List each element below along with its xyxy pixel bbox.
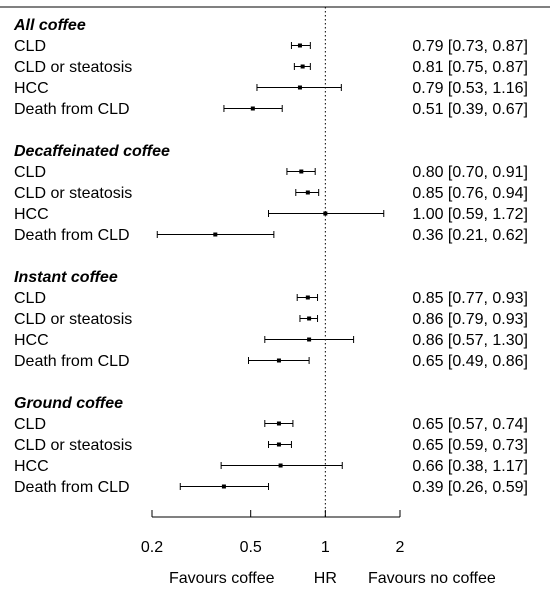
row-label: CLD [14, 290, 46, 307]
group-title: Ground coffee [14, 395, 123, 412]
row-estimate: 0.86 [0.79, 0.93] [412, 311, 528, 328]
row-label: CLD or steatosis [14, 185, 132, 202]
row-estimate: 0.79 [0.73, 0.87] [412, 38, 528, 55]
row-label: CLD [14, 164, 46, 181]
x-tick-label: 1 [321, 539, 330, 556]
point-estimate [276, 442, 281, 447]
row-estimate: 0.79 [0.53, 1.16] [412, 80, 528, 97]
point-estimate [307, 337, 312, 342]
axis-center-text: HR [314, 570, 337, 587]
point-estimate [323, 211, 328, 216]
row-estimate: 0.39 [0.26, 0.59] [412, 479, 528, 496]
row-estimate: 0.86 [0.57, 1.30] [412, 332, 528, 349]
point-estimate [278, 463, 283, 468]
point-estimate [305, 190, 310, 195]
row-label: CLD [14, 38, 46, 55]
group-title: All coffee [13, 17, 86, 34]
row-estimate: 0.36 [0.21, 0.62] [412, 227, 528, 244]
point-estimate [276, 358, 281, 363]
x-tick-label: 0.5 [240, 539, 262, 556]
row-label: HCC [14, 80, 49, 97]
row-label: CLD or steatosis [14, 437, 132, 454]
axis-left-text: Favours coffee [169, 570, 275, 587]
row-estimate: 0.85 [0.77, 0.93] [412, 290, 528, 307]
row-label: Death from CLD [14, 479, 130, 496]
point-estimate [299, 169, 304, 174]
row-label: HCC [14, 458, 49, 475]
point-estimate [305, 295, 310, 300]
x-tick-label: 2 [396, 539, 405, 556]
row-estimate: 0.65 [0.57, 0.74] [412, 416, 528, 433]
row-label: HCC [14, 206, 49, 223]
point-estimate [213, 232, 218, 237]
x-tick-label: 0.2 [141, 539, 163, 556]
row-estimate: 0.85 [0.76, 0.94] [412, 185, 528, 202]
row-label: HCC [14, 332, 49, 349]
row-estimate: 0.65 [0.59, 0.73] [412, 437, 528, 454]
row-estimate: 0.80 [0.70, 0.91] [412, 164, 528, 181]
row-label: CLD or steatosis [14, 59, 132, 76]
point-estimate [297, 85, 302, 90]
point-estimate [307, 316, 312, 321]
point-estimate [297, 43, 302, 48]
row-estimate: 0.66 [0.38, 1.17] [412, 458, 528, 475]
row-estimate: 0.65 [0.49, 0.86] [412, 353, 528, 370]
row-estimate: 0.81 [0.75, 0.87] [412, 59, 528, 76]
point-estimate [221, 484, 226, 489]
row-label: Death from CLD [14, 353, 130, 370]
row-label: Death from CLD [14, 101, 130, 118]
point-estimate [276, 421, 281, 426]
group-title: Instant coffee [14, 269, 118, 286]
point-estimate [300, 64, 305, 69]
row-estimate: 1.00 [0.59, 1.72] [412, 206, 528, 223]
point-estimate [250, 106, 255, 111]
row-label: CLD [14, 416, 46, 433]
axis-right-text: Favours no coffee [368, 570, 496, 587]
row-label: Death from CLD [14, 227, 130, 244]
row-label: CLD or steatosis [14, 311, 132, 328]
group-title: Decaffeinated coffee [14, 143, 170, 160]
row-estimate: 0.51 [0.39, 0.67] [412, 101, 528, 118]
